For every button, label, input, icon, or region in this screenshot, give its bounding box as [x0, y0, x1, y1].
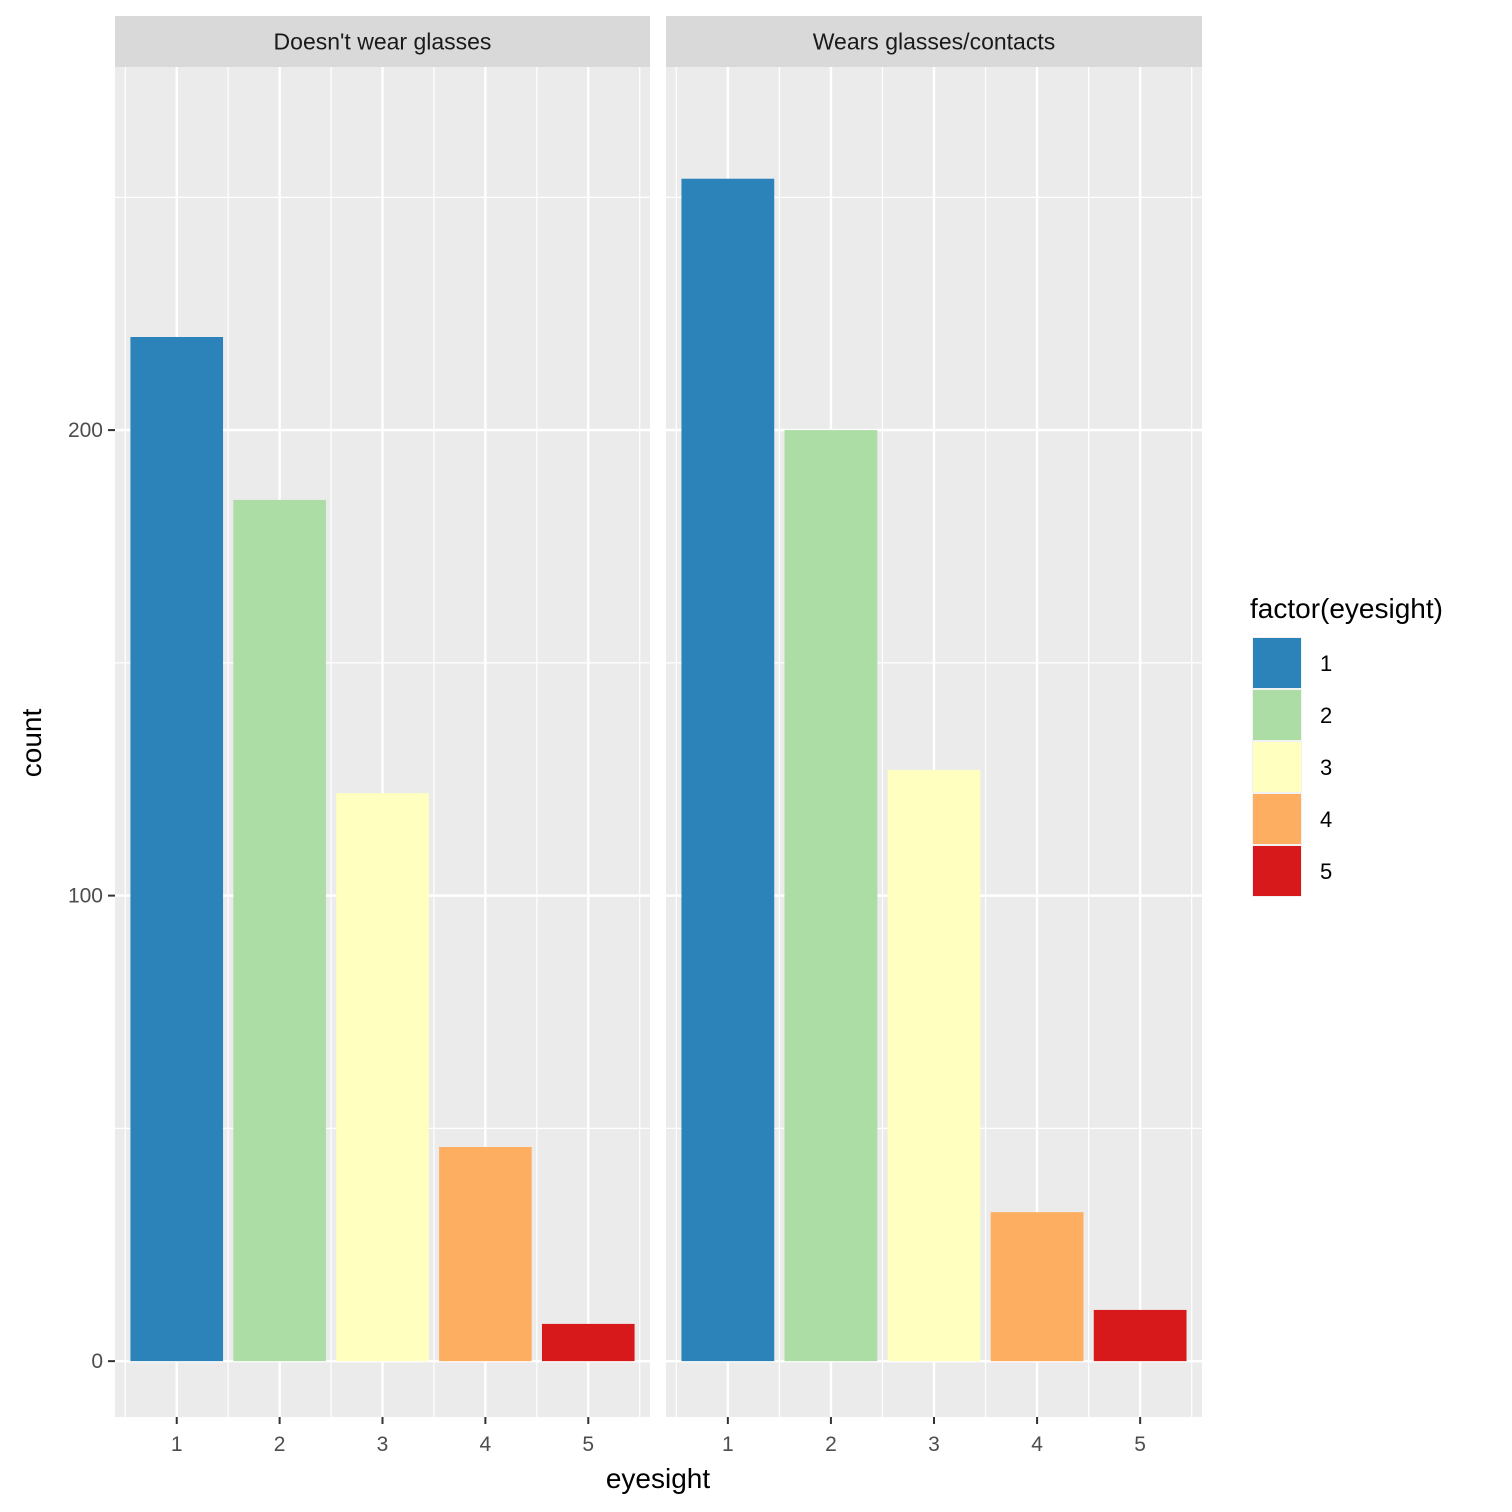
x-tick-label: 4	[1031, 1433, 1043, 1456]
bar-eyesight-1: Wears glasses/contacts — 1: 254	[681, 178, 775, 1362]
x-tick-label: 5	[582, 1433, 594, 1456]
x-tick-label: 1	[171, 1433, 183, 1456]
bar-eyesight-5: Doesn't wear glasses — 5: 8	[541, 1323, 635, 1362]
y-tick-label: 200	[68, 419, 103, 442]
bar-eyesight-1: Doesn't wear glasses — 1: 220	[130, 337, 224, 1362]
y-tick-label: 100	[68, 885, 103, 908]
x-tick-label: 2	[825, 1433, 837, 1456]
legend-label: 2	[1320, 703, 1332, 728]
x-tick-label: 1	[722, 1433, 734, 1456]
y-axis: 0 100 200	[68, 419, 115, 1373]
x-tick-label: 4	[480, 1433, 492, 1456]
legend-label: 4	[1320, 807, 1332, 832]
bar-eyesight-3: Doesn't wear glasses — 3: 122	[336, 793, 429, 1362]
legend-swatch	[1253, 638, 1301, 688]
x-tick-label: 3	[928, 1433, 940, 1456]
facet-panel: Doesn't wear glasses — 1: 220Doesn't wea…	[115, 16, 650, 1417]
bar-eyesight-4: Wears glasses/contacts — 4: 32	[990, 1212, 1084, 1362]
legend: factor(eyesight) 1 2 3 4 5	[1250, 593, 1443, 897]
legend-label: 3	[1320, 755, 1332, 780]
y-axis-title: count	[16, 709, 47, 778]
bar-eyesight-4: Doesn't wear glasses — 4: 46	[439, 1147, 532, 1362]
bar-eyesight-2: Wears glasses/contacts — 2: 200	[784, 430, 878, 1362]
legend-swatch	[1253, 846, 1301, 896]
facet-panel: Wears glasses/contacts — 1: 254Wears gla…	[666, 16, 1202, 1417]
y-tick-label: 0	[91, 1350, 103, 1373]
x-tick-label: 3	[377, 1433, 389, 1456]
facet-strip-label: Wears glasses/contacts	[813, 29, 1055, 55]
bar-eyesight-3: Wears glasses/contacts — 3: 127	[887, 769, 981, 1362]
x-axis-title: eyesight	[606, 1463, 711, 1494]
legend-swatch	[1253, 794, 1301, 844]
panels: Doesn't wear glasses — 1: 220Doesn't wea…	[115, 16, 1202, 1417]
x-tick-label: 5	[1134, 1433, 1146, 1456]
facet-strip	[115, 16, 650, 67]
legend-swatch	[1253, 742, 1301, 792]
legend-title: factor(eyesight)	[1250, 593, 1443, 624]
facet-strip-label: Doesn't wear glasses	[274, 29, 492, 55]
legend-label: 1	[1320, 651, 1332, 676]
facet-strip	[666, 16, 1202, 67]
legend-swatch	[1253, 690, 1301, 740]
bar-eyesight-2: Doesn't wear glasses — 2: 185	[233, 499, 326, 1362]
legend-label: 5	[1320, 859, 1332, 884]
x-axis: 1 2 3 4 5 1 2 3 4 5	[171, 1417, 1146, 1456]
x-tick-label: 2	[274, 1433, 286, 1456]
bar-eyesight-5: Wears glasses/contacts — 5: 11	[1093, 1309, 1187, 1362]
